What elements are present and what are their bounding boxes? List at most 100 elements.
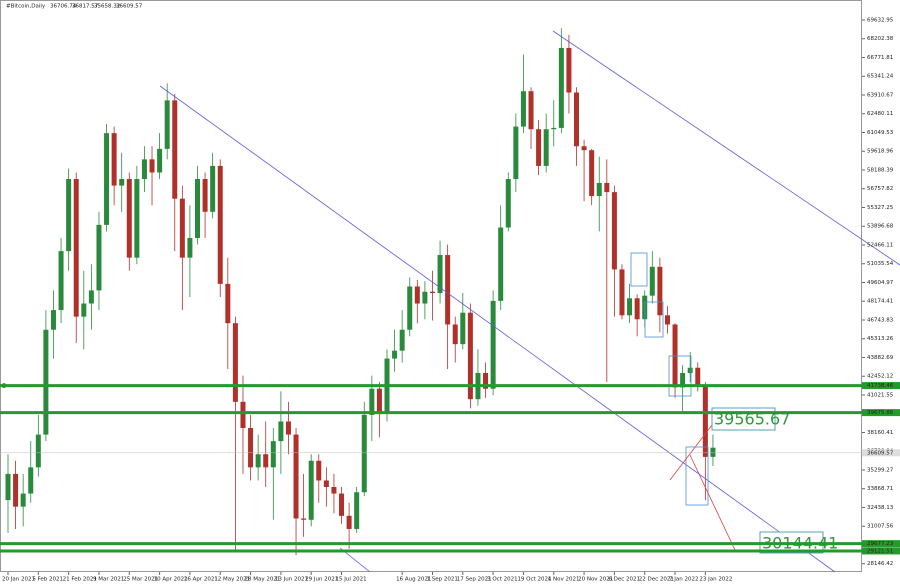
candle-body — [657, 266, 663, 316]
last-price-tag — [862, 449, 900, 457]
candle-body — [414, 286, 420, 304]
x-tick-label: 20 Nov 2021 — [578, 577, 613, 583]
candle-body — [270, 441, 276, 468]
candle-body — [467, 312, 473, 400]
candle-body — [339, 493, 345, 516]
candle-body — [50, 310, 56, 330]
candle-body — [574, 92, 579, 147]
candle-body — [13, 473, 19, 507]
candle-body — [149, 159, 155, 173]
candle-body — [232, 323, 238, 402]
candle-body — [710, 447, 716, 457]
y-tick-label: 49604.97 — [867, 280, 894, 286]
x-tick-label: 26 Apr 2021 — [184, 577, 218, 583]
x-tick-label: 16 Aug 2021 — [396, 577, 431, 583]
candle-body — [240, 401, 246, 429]
x-tick-label: 25 Mar 2021 — [123, 577, 158, 583]
candle-body — [308, 460, 314, 520]
box — [644, 301, 664, 338]
y-tick-label: 31007.56 — [867, 524, 894, 530]
candle-body — [483, 372, 489, 389]
x-tick-label: 17 Sep 2021 — [457, 577, 492, 583]
candle-body — [5, 473, 11, 501]
candle-body — [225, 283, 231, 324]
x-tick-label: 13 Jun 2021 — [275, 577, 308, 583]
y-tick-label: 51035.54 — [867, 261, 894, 267]
x-tick-label: 3 Oct 2021 — [487, 577, 518, 583]
y-tick-label: 65341.24 — [867, 74, 894, 80]
projection — [669, 424, 713, 481]
y-tick-label: 33868.71 — [867, 486, 893, 492]
x-tick-label: 19 Oct 2021 — [517, 577, 551, 583]
candle-body — [513, 126, 519, 180]
y-tick-label: 43882.69 — [867, 355, 894, 361]
candle-body — [331, 487, 337, 494]
level-label: 41738.46 — [867, 383, 894, 389]
y-tick-label: 68202.38 — [867, 36, 894, 42]
candle-body — [323, 480, 329, 488]
level-label: 29121.51 — [867, 548, 893, 554]
candle-body — [28, 467, 34, 494]
annotation: 39565.67 — [714, 410, 790, 429]
candle-body — [490, 300, 496, 389]
candle-body — [35, 434, 41, 468]
level-label: 29677.23 — [867, 541, 894, 547]
x-tick-label: 20 Jan 2021 — [2, 577, 35, 583]
level-tag — [862, 409, 900, 417]
level-tag — [862, 547, 900, 555]
candle-body — [157, 148, 163, 173]
candle-body — [354, 492, 360, 529]
y-tick-label: 42452.12 — [867, 374, 893, 380]
ohlc-high: 36817.57 — [72, 4, 99, 10]
y-tick-label: 69632.95 — [867, 18, 894, 24]
candle-body — [248, 428, 254, 468]
last-price-label: 36609.57 — [867, 450, 894, 456]
x-tick-label: 22 Dec 2021 — [639, 577, 674, 583]
y-tick-label: 38160.41 — [867, 430, 893, 436]
trend-line — [552, 30, 900, 266]
ohlc-open: 36706.74 — [50, 4, 77, 10]
x-tick-label: 10 Apr 2021 — [154, 577, 188, 583]
y-tick-label: 28146.42 — [867, 561, 893, 567]
y-tick-label: 52466.11 — [867, 242, 893, 248]
candle-body — [566, 47, 572, 93]
candle-body — [437, 255, 443, 294]
candle-body — [43, 329, 49, 435]
y-tick-label: 62480.11 — [867, 111, 893, 117]
x-tick-label: 5 Feb 2021 — [32, 577, 63, 583]
candle-body — [664, 315, 670, 325]
candle-body — [581, 146, 587, 151]
candle-body — [88, 290, 94, 304]
y-tick-label: 41021.55 — [867, 392, 894, 398]
candle-body — [452, 324, 458, 345]
candle-body — [346, 515, 352, 529]
y-tick-label: 55327.25 — [867, 205, 894, 211]
candle-body — [361, 414, 367, 493]
y-tick-label: 58188.39 — [867, 167, 894, 173]
candle-body — [187, 237, 193, 258]
candle-body — [316, 460, 322, 481]
candle-body — [429, 291, 435, 294]
candle-body — [20, 493, 26, 507]
candle-body — [126, 179, 132, 258]
y-tick-label: 45313.26 — [867, 336, 894, 342]
y-tick-label: 59618.96 — [867, 149, 894, 155]
candle-body — [407, 286, 413, 330]
candle-body — [543, 129, 549, 166]
x-tick-label: 15 Jul 2021 — [336, 577, 367, 583]
x-tick-label: 23 Jan 2022 — [699, 577, 732, 583]
candle-body — [210, 165, 216, 212]
ohlc-close: 36609.57 — [116, 4, 143, 10]
candle-body — [376, 388, 382, 413]
candle-body — [392, 350, 398, 359]
candle-body — [687, 367, 693, 373]
y-tick-label: 63910.67 — [867, 92, 894, 98]
y-tick-label: 35299.27 — [867, 467, 894, 473]
candle-body — [680, 372, 686, 388]
candle-body — [702, 386, 708, 457]
candle-body — [285, 421, 291, 435]
candle-body — [66, 179, 72, 252]
candle-body — [596, 182, 602, 197]
drawings — [159, 30, 900, 573]
candle-body — [528, 91, 534, 130]
